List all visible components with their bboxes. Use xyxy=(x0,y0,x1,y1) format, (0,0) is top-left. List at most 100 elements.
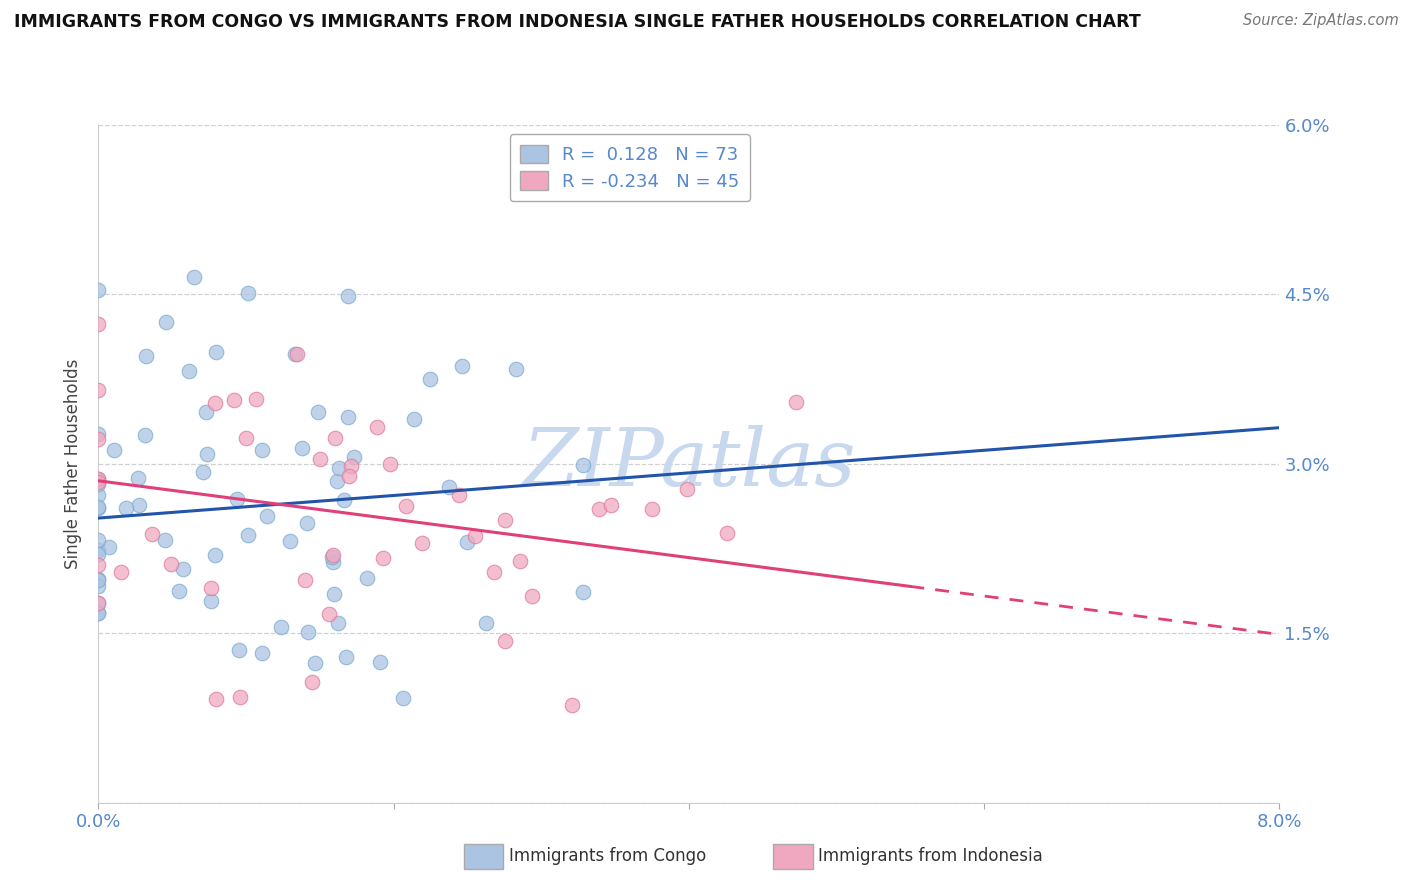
Point xyxy=(307,405,329,419)
Point xyxy=(411,536,433,550)
Point xyxy=(509,553,531,567)
Point xyxy=(87,547,110,561)
Point xyxy=(87,558,110,572)
Point xyxy=(291,442,314,456)
Point xyxy=(194,405,217,419)
Point xyxy=(250,647,273,661)
Text: Immigrants from Congo: Immigrants from Congo xyxy=(509,847,706,865)
Text: ZIPatlas: ZIPatlas xyxy=(522,425,856,502)
Point xyxy=(325,474,347,488)
Point xyxy=(103,443,125,458)
Point xyxy=(110,566,132,580)
Point xyxy=(87,573,110,587)
Point xyxy=(482,565,505,579)
Point xyxy=(394,499,416,513)
Point xyxy=(87,579,110,593)
Point xyxy=(127,471,149,485)
Point xyxy=(87,472,110,486)
Point xyxy=(328,460,350,475)
Point xyxy=(475,616,498,631)
Point xyxy=(373,551,395,566)
Point xyxy=(295,516,318,530)
Point xyxy=(356,571,378,585)
Point xyxy=(193,465,215,479)
Point xyxy=(278,534,301,549)
Point xyxy=(340,459,363,474)
Point xyxy=(368,655,391,669)
Point xyxy=(321,550,343,565)
Point xyxy=(195,447,218,461)
Point xyxy=(337,289,360,303)
Point xyxy=(328,616,350,631)
Point xyxy=(323,431,346,445)
Point xyxy=(87,596,110,610)
Point xyxy=(572,458,595,472)
Point xyxy=(392,690,415,705)
Text: Source: ZipAtlas.com: Source: ZipAtlas.com xyxy=(1243,13,1399,29)
Point xyxy=(323,587,346,601)
Point xyxy=(155,533,177,547)
Point xyxy=(87,573,110,587)
Point xyxy=(256,509,278,524)
Point xyxy=(494,512,516,526)
Point xyxy=(284,347,307,361)
Point xyxy=(87,383,110,397)
Point xyxy=(336,410,359,425)
Point xyxy=(200,581,222,595)
Point xyxy=(238,528,260,542)
Point xyxy=(141,526,163,541)
Point xyxy=(250,442,273,457)
Text: Immigrants from Indonesia: Immigrants from Indonesia xyxy=(818,847,1043,865)
Point xyxy=(419,372,441,386)
Point xyxy=(172,562,194,576)
Point xyxy=(456,534,478,549)
Point xyxy=(335,650,357,665)
Point xyxy=(309,452,332,467)
Point xyxy=(204,549,226,563)
Point xyxy=(87,476,110,491)
Point xyxy=(87,283,110,297)
Point xyxy=(318,607,340,622)
Point xyxy=(451,359,474,374)
Point xyxy=(599,498,621,512)
Point xyxy=(134,428,156,442)
Point xyxy=(204,396,226,410)
Point xyxy=(87,426,110,441)
Point xyxy=(285,347,308,361)
Point xyxy=(270,619,292,633)
Legend: R =  0.128   N = 73, R = -0.234   N = 45: R = 0.128 N = 73, R = -0.234 N = 45 xyxy=(509,134,751,202)
Point xyxy=(87,317,110,331)
Point xyxy=(115,500,138,515)
Point xyxy=(337,469,360,483)
Y-axis label: Single Father Households: Single Father Households xyxy=(65,359,83,569)
Point xyxy=(494,634,516,648)
Text: IMMIGRANTS FROM CONGO VS IMMIGRANTS FROM INDONESIA SINGLE FATHER HOUSEHOLDS CORR: IMMIGRANTS FROM CONGO VS IMMIGRANTS FROM… xyxy=(14,13,1140,31)
Point xyxy=(505,362,527,376)
Point xyxy=(155,315,177,329)
Point xyxy=(87,606,110,620)
Point xyxy=(561,698,583,712)
Point xyxy=(402,412,425,426)
Point xyxy=(159,557,181,571)
Point xyxy=(87,533,110,548)
Point xyxy=(304,657,326,671)
Point xyxy=(183,269,205,284)
Point xyxy=(571,585,593,599)
Point xyxy=(228,643,250,657)
Point xyxy=(366,419,388,434)
Point xyxy=(785,394,807,409)
Point xyxy=(676,482,699,496)
Point xyxy=(87,500,110,515)
Point xyxy=(301,675,323,690)
Point xyxy=(205,345,228,359)
Point xyxy=(87,606,110,620)
Point xyxy=(87,500,110,515)
Point xyxy=(229,690,252,704)
Point xyxy=(222,393,245,408)
Point xyxy=(200,594,222,608)
Point xyxy=(87,543,110,558)
Point xyxy=(322,555,344,569)
Point xyxy=(87,472,110,486)
Point xyxy=(87,596,110,610)
Point xyxy=(588,502,610,516)
